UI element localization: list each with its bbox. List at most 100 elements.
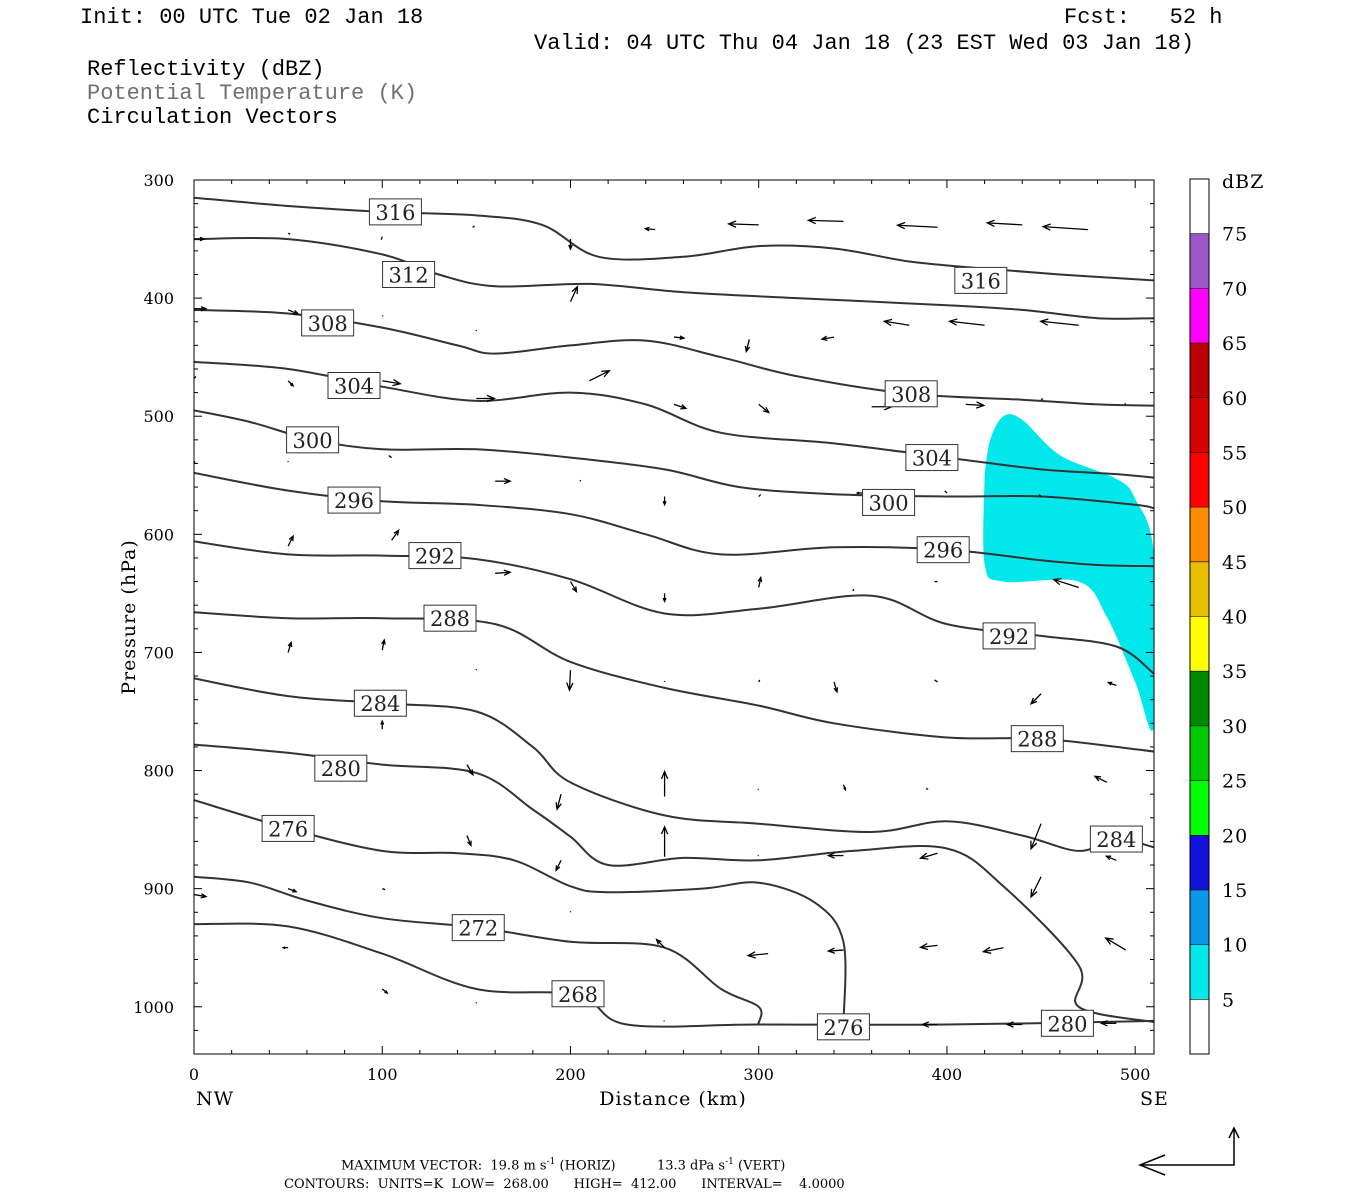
reflectivity-layer — [983, 414, 1154, 731]
contour-label-box — [816, 1013, 870, 1041]
circulation-vector — [287, 888, 298, 893]
vector-head — [555, 802, 562, 811]
contour-label: 272 — [458, 917, 498, 941]
vector-shaft — [194, 893, 207, 898]
vector-shaft — [884, 320, 910, 326]
contour-label: 296 — [923, 539, 963, 563]
contour-label: 276 — [823, 1016, 863, 1040]
valid-time: Valid: 04 UTC Thu 04 Jan 18 (23 EST Wed … — [534, 31, 1195, 56]
circulation-vector — [569, 285, 579, 302]
circulation-vector — [826, 947, 844, 954]
vector-shaft — [1106, 855, 1117, 861]
vector-shaft — [495, 571, 511, 574]
vector-shaft — [645, 227, 656, 231]
colorbar-segment-30 — [1190, 671, 1209, 726]
colorbar-segment-below-5 — [1190, 999, 1209, 1054]
colorbar-segment-40 — [1190, 561, 1209, 617]
vector-shaft — [673, 403, 687, 410]
circulation-vector — [985, 219, 1023, 227]
vector-head — [985, 219, 995, 227]
y-axis-label: Pressure (hPa) — [118, 539, 140, 695]
contour-label-box — [1089, 825, 1143, 853]
y-tick-label: 600 — [143, 525, 174, 544]
contour-label-box — [954, 266, 1008, 294]
colorbar-label: 50 — [1222, 497, 1248, 519]
vector-shaft — [748, 952, 769, 957]
vector-shaft — [983, 947, 1004, 953]
circulation-vector — [388, 455, 393, 459]
contour-label-box — [327, 486, 381, 514]
contour-label: 316 — [375, 201, 415, 225]
colorbar-label: 10 — [1222, 935, 1248, 957]
vector-head — [503, 477, 512, 485]
vector-head — [281, 946, 286, 950]
circulation-vector — [381, 638, 386, 651]
x-tick-label: 300 — [743, 1065, 774, 1084]
contour-label: 296 — [334, 489, 374, 513]
contour-label: 312 — [389, 263, 429, 287]
circulation-vector — [566, 670, 574, 692]
vector-shaft — [1040, 398, 1044, 401]
isentrope-292 — [194, 540, 1154, 675]
colorbar-label: 75 — [1222, 224, 1248, 246]
colorbar-label: 25 — [1222, 771, 1248, 793]
vector-head — [293, 310, 300, 315]
circulation-vector — [806, 216, 844, 225]
vector-shaft — [1038, 494, 1042, 497]
x-tick-label: 100 — [367, 1065, 398, 1084]
circulation-vector — [380, 236, 383, 240]
vector-shaft — [920, 944, 938, 948]
isentrope-312 — [194, 236, 1154, 320]
vector-shaft — [758, 403, 770, 413]
vector-head — [918, 942, 929, 951]
contour-label-box — [905, 444, 959, 472]
circulation-vector — [673, 335, 686, 341]
circulation-vector — [555, 793, 562, 811]
vector-shaft — [821, 336, 835, 340]
circulation-vector — [855, 491, 863, 495]
x-axis-start-label: NW — [196, 1088, 234, 1110]
circulation-vector — [472, 225, 475, 228]
vector-head — [744, 345, 751, 354]
vector-head — [468, 769, 474, 777]
reference-vector-icon — [1137, 1126, 1240, 1176]
vector-shaft — [897, 224, 938, 228]
contour-label: 288 — [1017, 728, 1057, 752]
vector-head — [981, 946, 992, 954]
vector-shaft — [472, 225, 475, 228]
contour-label: 304 — [912, 447, 952, 471]
reflectivity-area-5dbz — [983, 414, 1154, 731]
colorbar-segment-75 — [1190, 179, 1209, 234]
colorbar-segment-50 — [1190, 452, 1209, 508]
vector-head — [727, 220, 737, 228]
vector-shaft — [673, 336, 685, 339]
vector-shaft — [579, 479, 582, 482]
colorbar-label: 60 — [1222, 388, 1248, 410]
vector-head — [503, 569, 512, 576]
colorbar-segment-20 — [1190, 780, 1209, 836]
circulation-vector — [495, 477, 512, 485]
circulation-vector — [820, 335, 835, 341]
colorbar-segment-5 — [1190, 944, 1209, 1000]
contour-label-box — [382, 260, 436, 288]
vector-shaft — [745, 339, 750, 352]
vector-shaft — [287, 309, 299, 315]
contour-label: 268 — [558, 983, 598, 1007]
circulation-vector — [673, 403, 688, 410]
isentrope-276 — [194, 799, 847, 1025]
vector-shaft — [568, 670, 572, 691]
vector-head — [662, 597, 667, 604]
y-tick-label: 900 — [143, 880, 174, 899]
vector-shaft — [382, 888, 386, 891]
circulation-vector — [1104, 855, 1117, 861]
vector-shaft — [758, 577, 762, 588]
colorbar-segment-25 — [1190, 725, 1209, 781]
contour-label: 308 — [891, 383, 931, 407]
vector-shaft — [1094, 775, 1108, 783]
x-axis-end-label: SE — [1140, 1088, 1169, 1110]
max-vector-line: MAXIMUM VECTOR: 19.8 m s-1 (HORIZ) 13.3 … — [341, 1157, 785, 1173]
max-vector-vert-unit: (VERT) — [738, 1158, 786, 1174]
vector-head — [976, 401, 986, 409]
vector-head — [287, 640, 293, 648]
vector-head — [1041, 223, 1051, 231]
